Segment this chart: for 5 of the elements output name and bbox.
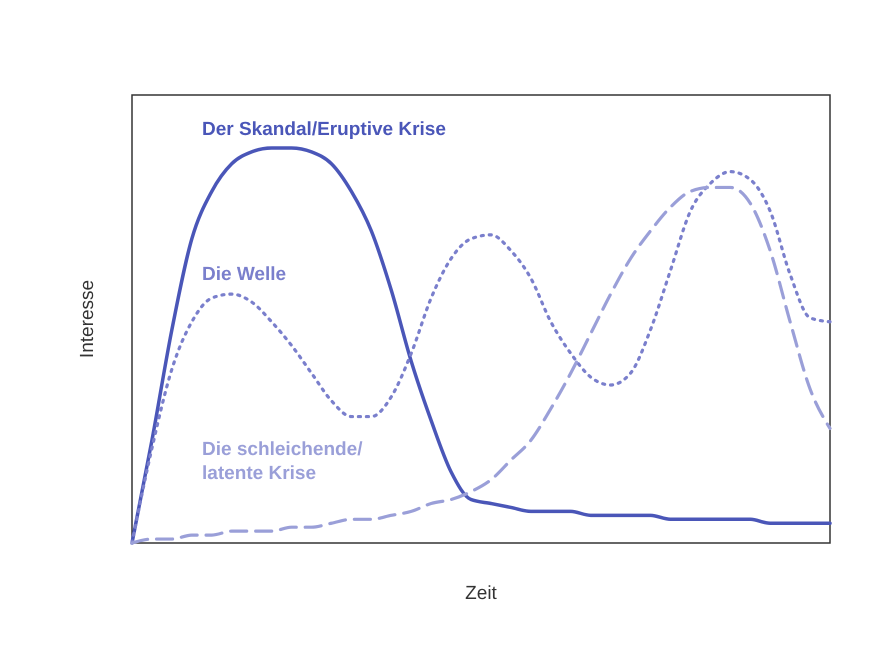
y-axis-title: Interesse: [77, 280, 98, 358]
series-label: Die Welle: [202, 264, 286, 285]
series-label: Die schleichende/ latente Krise: [202, 439, 364, 484]
x-axis-title: Zeit: [465, 583, 498, 604]
series-label: Der Skandal/Eruptive Krise: [202, 119, 446, 140]
